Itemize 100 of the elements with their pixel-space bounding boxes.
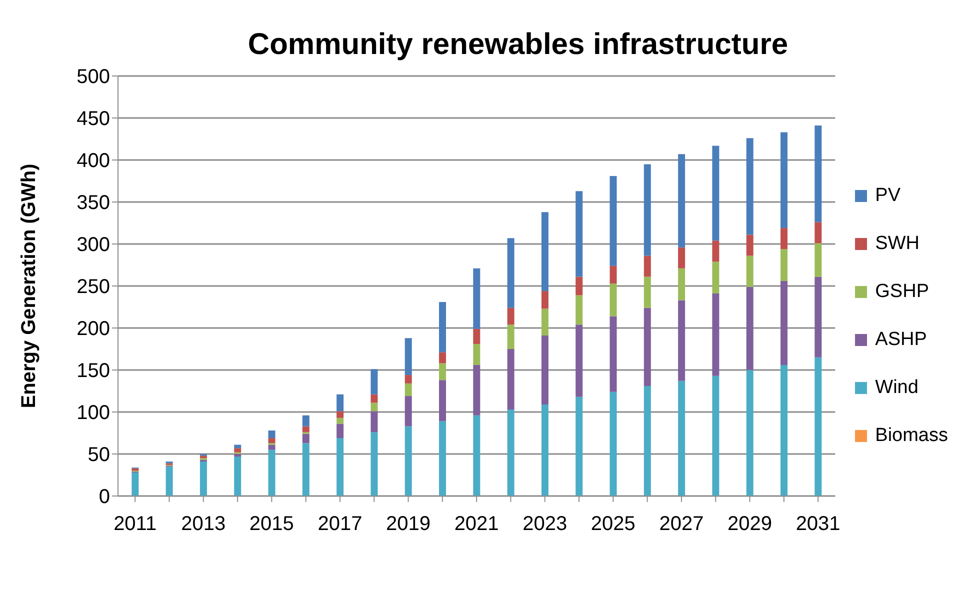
bar <box>473 328 480 344</box>
bar <box>780 228 788 250</box>
bar <box>541 212 548 292</box>
bar <box>439 421 446 496</box>
bar <box>780 280 788 365</box>
y-tick-label: 450 <box>76 108 110 130</box>
bar <box>370 402 378 412</box>
bar <box>404 426 412 496</box>
legend-label: GSHP <box>875 281 929 303</box>
y-tick-label: 350 <box>76 192 110 214</box>
bar <box>473 364 480 416</box>
x-tick-label: 2011 <box>114 513 157 536</box>
bar <box>473 415 480 496</box>
bar <box>712 294 720 376</box>
bar <box>780 132 788 228</box>
bar <box>610 316 617 392</box>
bar <box>404 383 412 396</box>
bar <box>404 375 412 384</box>
bar <box>268 450 276 496</box>
bar <box>234 448 242 452</box>
bar <box>166 466 173 496</box>
y-axis-title: Energy Generation (GWh) <box>18 164 40 408</box>
bar <box>644 256 651 277</box>
bar <box>336 418 344 424</box>
bar <box>370 369 378 394</box>
bar <box>473 268 480 329</box>
bar <box>780 364 788 496</box>
y-tick-label: 500 <box>76 66 110 88</box>
bar <box>302 426 310 432</box>
bar <box>302 434 310 444</box>
bar <box>814 126 822 222</box>
legend-label: Wind <box>875 377 918 399</box>
bar <box>712 146 720 241</box>
y-tick-label: 0 <box>98 486 110 508</box>
legend-label: ASHP <box>875 329 927 351</box>
bar <box>507 308 514 325</box>
bar <box>507 238 514 308</box>
bar <box>576 191 583 277</box>
x-tick-label: 2027 <box>659 513 704 536</box>
y-tick-label: 200 <box>76 318 110 340</box>
bar <box>576 276 583 296</box>
bar <box>268 444 276 450</box>
bar <box>268 430 276 438</box>
y-tick-label: 150 <box>76 360 110 382</box>
bar <box>678 380 686 496</box>
bar <box>746 370 754 496</box>
bar <box>576 295 583 325</box>
bar <box>712 376 720 496</box>
bar <box>712 240 720 262</box>
x-tick-label: 2015 <box>249 513 294 536</box>
bar <box>473 344 480 365</box>
bar <box>302 443 310 496</box>
bar <box>132 472 139 496</box>
y-tick-label: 400 <box>76 150 110 172</box>
bar <box>234 454 242 457</box>
legend-label: PV <box>875 185 900 207</box>
bar <box>507 409 514 496</box>
bar <box>404 338 412 376</box>
bar <box>541 404 548 496</box>
bar <box>678 247 686 268</box>
bar <box>336 438 344 496</box>
bar <box>746 234 754 256</box>
y-tick-label: 250 <box>76 276 110 298</box>
bar <box>678 300 686 381</box>
bar <box>268 438 276 444</box>
x-tick-label: 2023 <box>522 513 568 536</box>
x-tick-label: 2025 <box>590 513 636 536</box>
bar <box>507 349 514 410</box>
bar <box>814 243 822 277</box>
bar <box>576 396 583 496</box>
x-tick-label: 2031 <box>796 513 840 536</box>
bar <box>814 276 822 358</box>
bar <box>780 249 788 281</box>
bar <box>576 324 583 397</box>
bar <box>814 357 822 496</box>
y-tick-label: 300 <box>76 234 110 256</box>
bar <box>439 363 446 380</box>
bar <box>302 415 310 426</box>
y-tick-label: 100 <box>76 402 110 424</box>
bar <box>644 308 651 386</box>
bar <box>541 336 548 404</box>
bar <box>644 386 651 496</box>
bar <box>678 154 686 248</box>
bar <box>541 308 548 336</box>
bar <box>712 262 720 294</box>
bar <box>200 462 207 496</box>
bar <box>814 222 822 244</box>
bar <box>746 286 754 370</box>
legend-label: Biomass <box>875 425 948 447</box>
bar <box>336 411 344 418</box>
bar <box>132 468 139 471</box>
y-tick-label: 50 <box>88 444 110 466</box>
bar <box>746 256 754 287</box>
bar <box>200 456 207 458</box>
bar <box>678 268 686 300</box>
bar <box>644 276 651 308</box>
bar <box>404 396 412 426</box>
chart-title: Community renewables infrastructure <box>246 28 790 62</box>
bar <box>234 456 242 496</box>
bar <box>336 394 344 412</box>
